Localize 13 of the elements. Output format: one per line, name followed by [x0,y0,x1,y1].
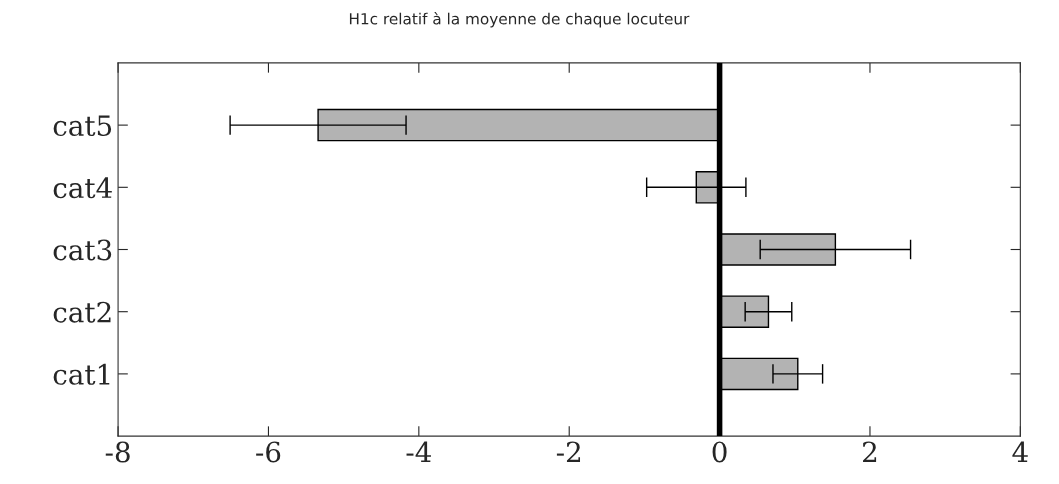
chart-title: H1c relatif à la moyenne de chaque locuteur [349,12,690,28]
x-tick-label: -8 [105,441,130,463]
x-tick-label: 0 [712,441,727,463]
y-tick-label: cat5 [53,115,112,137]
x-tick-label: -4 [406,441,431,463]
y-tick-label: cat4 [53,177,112,199]
x-tick-label: 4 [1012,441,1028,463]
x-tick-label: -2 [556,441,581,463]
x-tick-label: -6 [256,441,281,463]
y-tick-label: cat3 [53,239,112,261]
y-tick-label: cat2 [53,301,111,323]
x-tick-label: 2 [863,441,877,463]
y-tick-label: cat1 [53,363,110,385]
